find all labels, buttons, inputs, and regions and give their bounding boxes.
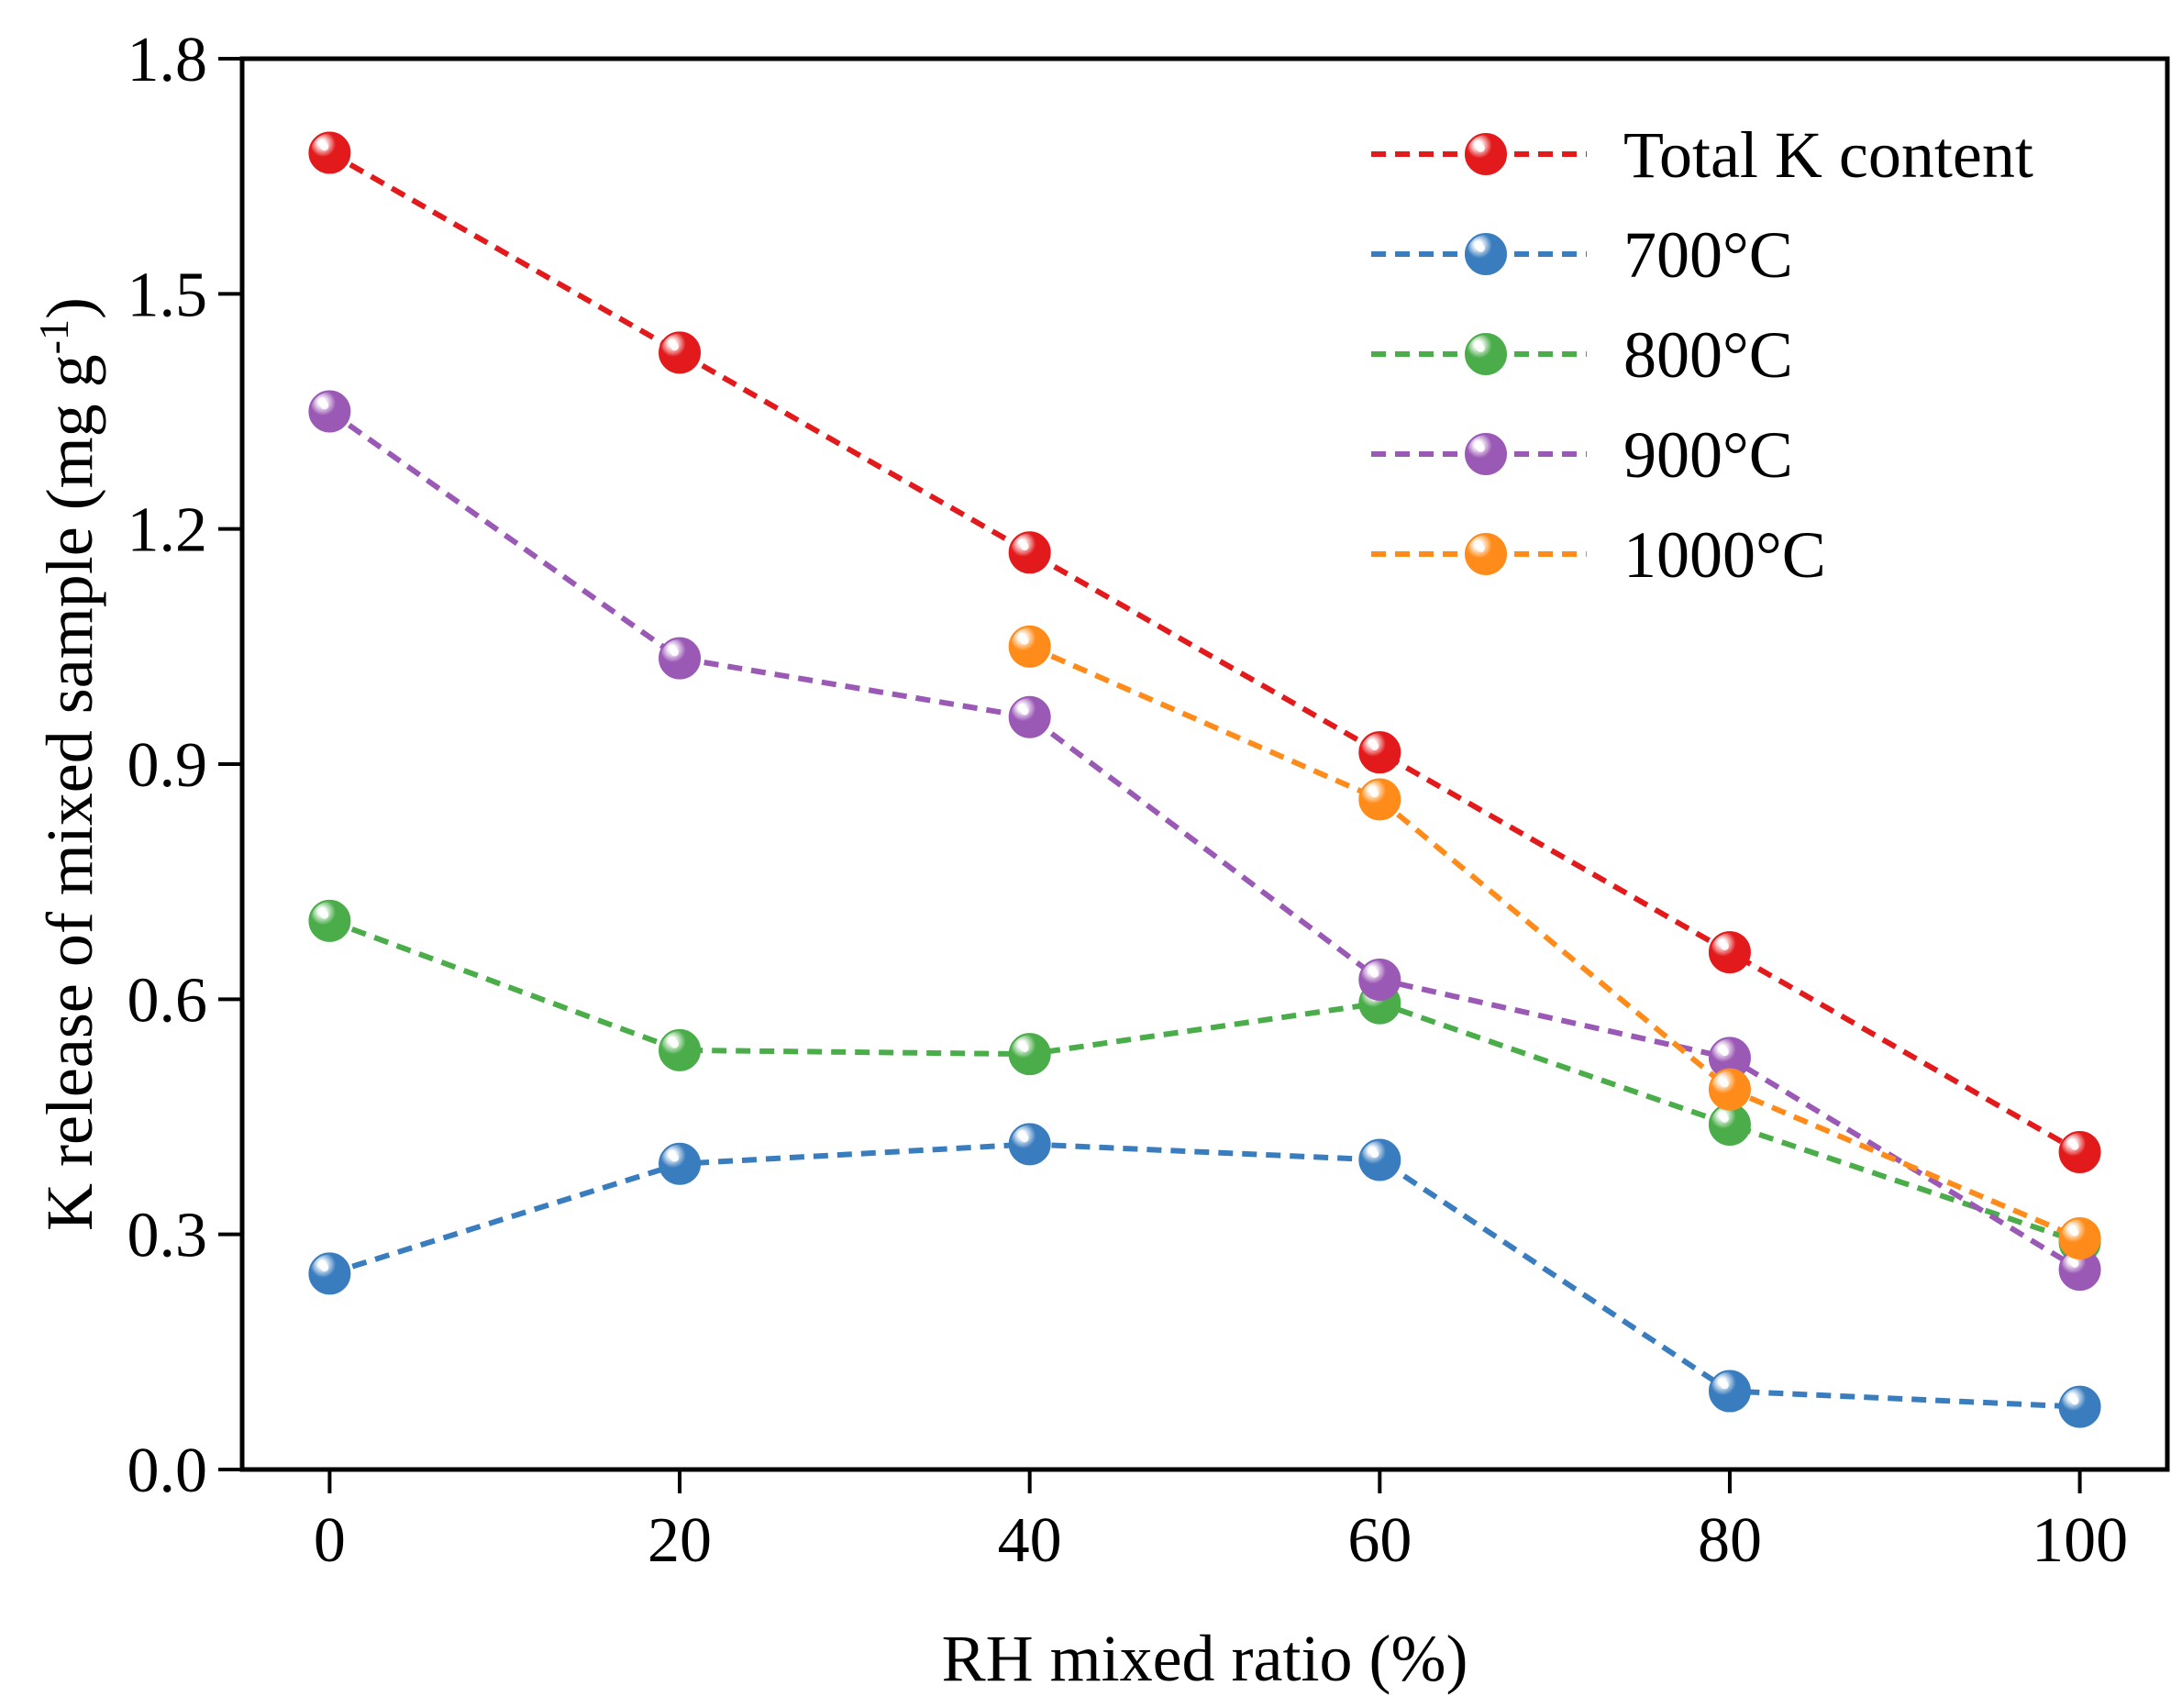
legend-item-1000-c: 1000°C [1371, 518, 1826, 592]
legend-label-800-c: 800°C [1623, 318, 1793, 392]
x-tick-label-80: 80 [1698, 1505, 1762, 1576]
legend-item-800-c: 800°C [1371, 318, 1793, 392]
data-point-700-c-40 [1008, 1123, 1051, 1166]
y-axis-label-superscript: -1 [30, 319, 77, 354]
legend-item-700-c: 700°C [1371, 218, 1793, 292]
data-point-700-c-100 [2058, 1385, 2101, 1428]
series-900-c [308, 390, 2101, 1292]
data-point-800-c-0 [308, 899, 351, 942]
legend-marker-700-c [1465, 233, 1507, 275]
data-point-800-c-40 [1008, 1033, 1051, 1076]
data-point-1000-c-40 [1008, 625, 1051, 668]
data-point-total-k-content-100 [2058, 1130, 2101, 1173]
axes-layer: 0 20 40 60 80 100 0.0 0.3 0.6 0.9 1.2 1.5 1.8 [127, 25, 2129, 1576]
series-layer [308, 131, 2101, 1428]
data-point-1000-c-60 [1358, 778, 1401, 821]
y-tick-label-1-5: 1.5 [127, 260, 208, 330]
data-point-total-k-content-40 [1008, 531, 1051, 574]
legend-label-700-c: 700°C [1623, 218, 1793, 292]
data-point-700-c-60 [1358, 1138, 1401, 1181]
data-point-total-k-content-80 [1708, 931, 1751, 974]
data-point-900-c-0 [308, 390, 351, 433]
x-tick-label-20: 20 [648, 1505, 712, 1576]
legend-marker-total-k-content [1465, 133, 1507, 175]
legend-marker-800-c [1465, 333, 1507, 375]
x-axis-label: RH mixed ratio (%) [942, 1622, 1468, 1695]
series-line-900-c [327, 409, 2082, 1272]
series-700-c [308, 1123, 2101, 1428]
y-axis-label: K release of mixed sample (mg g-1) [30, 297, 106, 1231]
data-point-total-k-content-0 [308, 131, 351, 174]
x-tick-label-0: 0 [314, 1505, 346, 1576]
x-tick-label-40: 40 [998, 1505, 1062, 1576]
legend-marker-1000-c [1465, 533, 1507, 575]
y-axis-label-close: ) [33, 297, 106, 319]
x-tick-label-100: 100 [2032, 1505, 2128, 1576]
y-tick-label-1-8: 1.8 [127, 25, 208, 95]
y-axis-label-main: K release of mixed sample (mg g [33, 354, 106, 1231]
y-tick-label-1-2: 1.2 [127, 495, 208, 566]
series-line-700-c [328, 1141, 2080, 1410]
data-point-1000-c-80 [1708, 1068, 1751, 1111]
data-point-700-c-80 [1708, 1370, 1751, 1413]
legend-marker-900-c [1465, 433, 1507, 475]
series-line-total-k-content [327, 150, 2082, 1155]
legend-item-total-k-content: Total K content [1371, 118, 2033, 192]
y-tick-label-0-3: 0.3 [127, 1201, 208, 1271]
legend-label-1000-c: 1000°C [1623, 518, 1826, 592]
data-point-900-c-20 [659, 637, 702, 680]
data-point-800-c-80 [1708, 1104, 1751, 1147]
y-tick-label-0-0: 0.0 [127, 1436, 208, 1506]
y-tick-label-0-9: 0.9 [127, 730, 208, 801]
x-tick-label-60: 60 [1347, 1505, 1412, 1576]
legend-label-total-k-content: Total K content [1623, 118, 2033, 192]
legend-item-900-c: 900°C [1371, 418, 1793, 492]
series-line-1000-c [1028, 644, 2081, 1241]
data-point-total-k-content-20 [659, 331, 702, 374]
series-1000-c [1008, 625, 2101, 1259]
series-line-800-c [328, 918, 2081, 1246]
data-point-700-c-0 [308, 1252, 351, 1295]
legend-label-900-c: 900°C [1623, 418, 1793, 492]
series-total-k-content [308, 131, 2101, 1173]
y-tick-label-0-6: 0.6 [127, 965, 208, 1036]
legend: Total K content 700°C 800°C 900°C 1000°C [1371, 118, 2033, 592]
data-point-900-c-60 [1358, 958, 1401, 1001]
data-point-700-c-20 [659, 1142, 702, 1185]
data-point-800-c-20 [659, 1028, 702, 1071]
data-point-total-k-content-60 [1358, 731, 1401, 774]
data-point-1000-c-100 [2058, 1216, 2101, 1259]
data-point-900-c-40 [1008, 695, 1051, 738]
